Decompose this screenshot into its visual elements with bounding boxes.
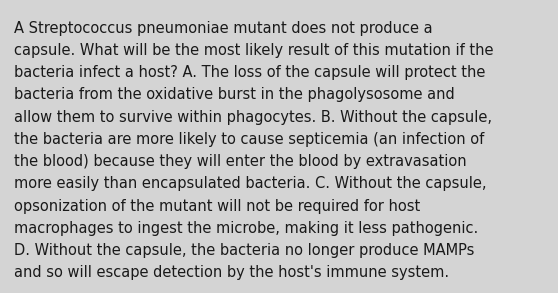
Text: bacteria infect a host? A. The loss of the capsule will protect the: bacteria infect a host? A. The loss of t… xyxy=(14,65,485,80)
Text: A Streptococcus pneumoniae mutant does not produce a: A Streptococcus pneumoniae mutant does n… xyxy=(14,21,432,35)
Text: the blood) because they will enter the blood by extravasation: the blood) because they will enter the b… xyxy=(14,154,466,169)
Text: D. Without the capsule, the bacteria no longer produce MAMPs: D. Without the capsule, the bacteria no … xyxy=(14,243,474,258)
Text: opsonization of the mutant will not be required for host: opsonization of the mutant will not be r… xyxy=(14,199,420,214)
Text: allow them to survive within phagocytes. B. Without the capsule,: allow them to survive within phagocytes.… xyxy=(14,110,492,125)
Text: the bacteria are more likely to cause septicemia (an infection of: the bacteria are more likely to cause se… xyxy=(14,132,484,147)
Text: more easily than encapsulated bacteria. C. Without the capsule,: more easily than encapsulated bacteria. … xyxy=(14,176,487,191)
Text: and so will escape detection by the host's immune system.: and so will escape detection by the host… xyxy=(14,265,449,280)
Text: bacteria from the oxidative burst in the phagolysosome and: bacteria from the oxidative burst in the… xyxy=(14,87,455,102)
Text: macrophages to ingest the microbe, making it less pathogenic.: macrophages to ingest the microbe, makin… xyxy=(14,221,478,236)
Text: capsule. What will be the most likely result of this mutation if the: capsule. What will be the most likely re… xyxy=(14,43,493,58)
